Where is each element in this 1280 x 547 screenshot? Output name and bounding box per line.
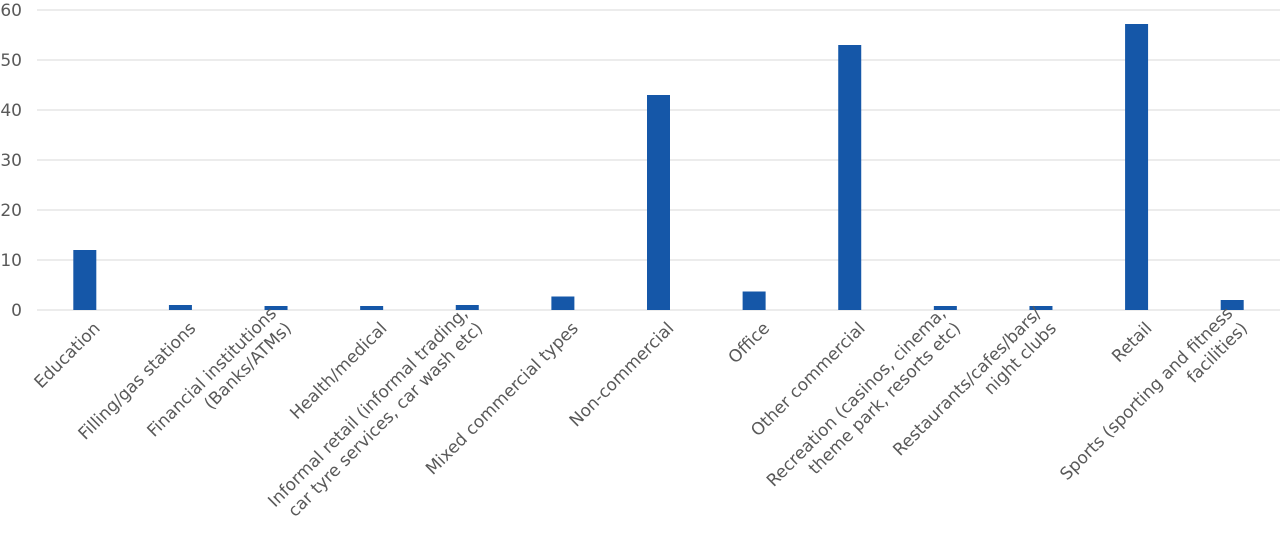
y-axis-ticks: 0 10 20 30 40 50 60 xyxy=(0,1,22,321)
bar xyxy=(933,306,957,310)
x-category-label: Retail xyxy=(1108,319,1156,367)
y-tick-label: 50 xyxy=(0,51,22,71)
x-category-label-line: Education xyxy=(31,319,105,393)
bar xyxy=(168,305,192,310)
bar xyxy=(1125,24,1149,310)
y-tick-label: 60 xyxy=(0,1,22,21)
x-category-label-line: Financial institutions xyxy=(143,304,281,442)
bar xyxy=(264,306,288,310)
bar xyxy=(455,305,479,310)
bars xyxy=(73,24,1244,310)
bar xyxy=(73,250,97,310)
bar xyxy=(1220,300,1244,310)
x-category-label: Financial institutions(Banks/ATMs) xyxy=(143,304,295,456)
bar xyxy=(1029,306,1053,310)
bar xyxy=(647,95,670,310)
x-category-label-line: Non-commercial xyxy=(566,319,679,432)
bar xyxy=(838,45,862,310)
y-tick-label: 40 xyxy=(0,101,22,121)
x-category-label-line: Retail xyxy=(1108,319,1156,367)
y-tick-label: 30 xyxy=(0,151,22,171)
x-category-label: Education xyxy=(31,319,105,393)
bar xyxy=(360,306,384,310)
bar xyxy=(742,291,766,310)
y-tick-label: 20 xyxy=(0,201,22,221)
bar xyxy=(551,296,575,310)
x-category-label-line: car tyre services, car wash etc) xyxy=(284,319,487,522)
y-tick-label: 0 xyxy=(11,301,22,321)
x-category-label: Non-commercial xyxy=(566,319,679,432)
x-category-label: Office xyxy=(725,319,774,368)
x-category-label-line: Office xyxy=(725,319,774,368)
y-tick-label: 10 xyxy=(0,251,22,271)
